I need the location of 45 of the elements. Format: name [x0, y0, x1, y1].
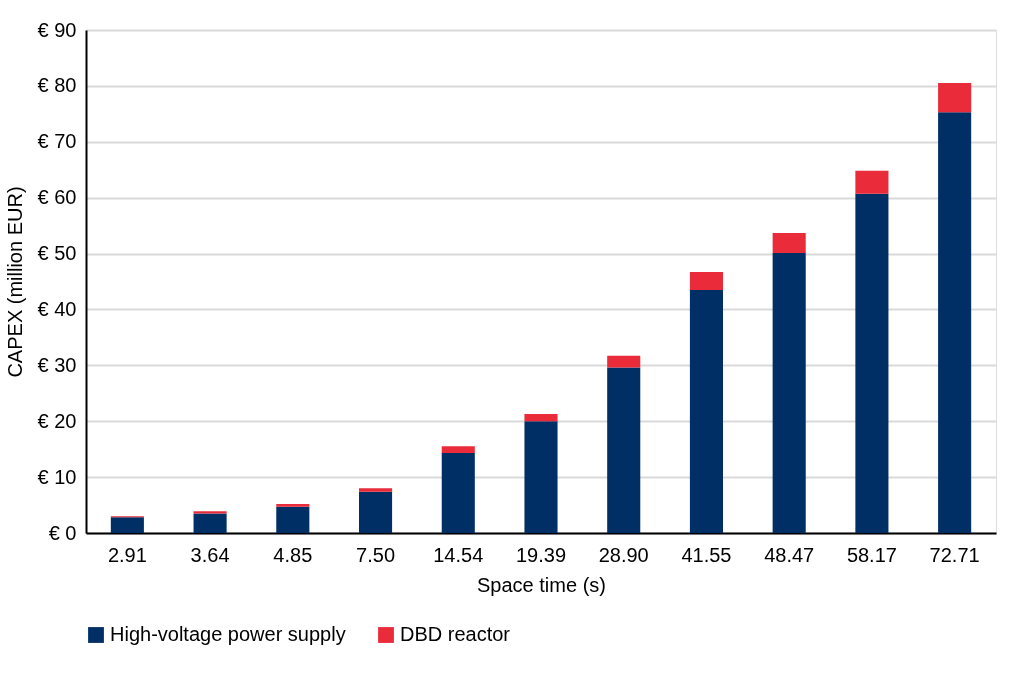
y-tick-label: € 40: [37, 297, 77, 320]
bar: [193, 513, 227, 533]
bar: [772, 253, 806, 533]
x-tick-label: 14.54: [433, 543, 484, 566]
legend-label: High-voltage power supply: [110, 623, 346, 645]
x-tick-label: 2.91: [107, 543, 147, 566]
y-tick-label: € 50: [37, 242, 77, 265]
y-tick-label: € 70: [37, 130, 77, 153]
x-axis-title: Space time (s): [477, 573, 606, 596]
bar: [689, 289, 723, 533]
y-tick-label: € 30: [37, 353, 77, 376]
bar: [441, 453, 475, 533]
bar: [441, 446, 475, 454]
bar: [359, 488, 393, 492]
bar: [938, 112, 972, 533]
y-tick-label: € 10: [37, 465, 77, 488]
x-tick-label: 58.17: [846, 543, 897, 566]
bar: [855, 193, 889, 533]
y-tick-label: € 80: [37, 74, 77, 97]
bar: [276, 506, 310, 533]
bar: [772, 232, 806, 253]
bar: [359, 491, 393, 533]
x-tick-label: 48.47: [764, 543, 815, 566]
bar: [938, 83, 972, 113]
x-tick-label: 19.39: [515, 543, 567, 566]
y-axis-title: CAPEX (million EUR): [3, 186, 26, 378]
x-tick-label: 7.50: [356, 543, 396, 566]
bar: [607, 367, 641, 533]
x-tick-label: 3.64: [190, 543, 230, 566]
x-tick-label: 4.85: [273, 543, 313, 566]
legend-label: DBD reactor: [400, 623, 511, 645]
x-tick-label: 28.90: [598, 543, 649, 566]
bar: [110, 517, 144, 533]
y-tick-label: € 0: [48, 521, 77, 544]
bar: [276, 503, 310, 507]
bar: [524, 421, 558, 533]
x-tick-label: 41.55: [681, 543, 732, 566]
y-tick-label: € 20: [37, 409, 77, 432]
bar: [855, 170, 889, 194]
bar: [607, 355, 641, 368]
y-tick-label: € 90: [37, 18, 77, 41]
bar: [524, 413, 558, 422]
bar: [689, 272, 723, 290]
y-tick-label: € 60: [37, 186, 77, 209]
x-tick-label: 72.71: [929, 543, 980, 566]
